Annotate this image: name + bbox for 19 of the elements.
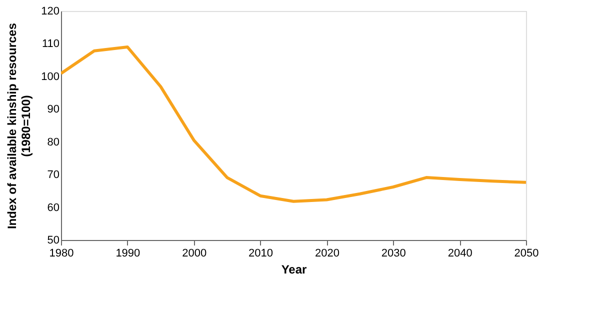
x-tick-label: 2040 bbox=[448, 248, 472, 260]
y-tick-label: 80 bbox=[47, 136, 60, 148]
y-axis-title: Index of available kinship resources (1980=100) bbox=[5, 22, 34, 230]
y-tick-label: 100 bbox=[41, 70, 60, 83]
x-tick-label: 2000 bbox=[182, 248, 207, 260]
y-tick-label: 70 bbox=[47, 169, 60, 182]
line-series bbox=[61, 45, 526, 203]
x-tick-label: 1980 bbox=[49, 248, 74, 260]
x-tick-label: 2030 bbox=[381, 248, 406, 260]
x-tick-label: 1990 bbox=[116, 248, 140, 260]
y-tick-label: 60 bbox=[47, 202, 60, 214]
x-axis-title: Year bbox=[281, 262, 308, 276]
x-tick-label: 2020 bbox=[314, 248, 340, 260]
y-tick-label: 50 bbox=[47, 234, 60, 246]
x-tick-label: 2010 bbox=[248, 248, 274, 260]
y-tick-label: 120 bbox=[41, 6, 60, 18]
y-tick-label: 90 bbox=[47, 104, 60, 116]
x-tick-label: 2050 bbox=[514, 248, 539, 260]
y-tick-label: 110 bbox=[42, 38, 60, 50]
